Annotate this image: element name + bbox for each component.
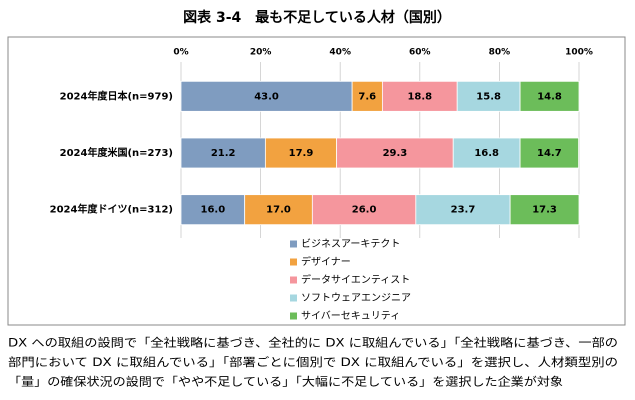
chart-title: 図表 3-4 最も不足している人材（国別） <box>183 9 451 26</box>
legend-swatch <box>290 258 297 266</box>
bar-segment <box>452 137 521 169</box>
bar-segment <box>264 137 338 169</box>
value-label: 43.0 <box>254 91 279 102</box>
x-tick-label: 0% <box>173 48 188 58</box>
value-label: 17.9 <box>289 148 314 159</box>
y-tick-label: 2024年度米国(n=273) <box>60 146 173 159</box>
bar-segment <box>519 80 580 112</box>
footnote: 「量」の確保状況の設問で「やや不足している」「大幅に不足している」を選択した企業… <box>8 375 563 389</box>
legend-swatch <box>290 276 297 284</box>
bar-segment <box>244 194 313 226</box>
value-label: 14.8 <box>537 91 562 102</box>
footnote: 部門において DX に取組んでいる」「部署ごとに個別で DX に取組んでいる」を… <box>8 355 618 369</box>
value-label: 21.2 <box>211 148 236 159</box>
legend-label: ビジネスアーキテクト <box>301 238 400 250</box>
bar-segment <box>519 137 580 169</box>
bar-segment <box>336 137 454 169</box>
bar-segment <box>351 80 383 112</box>
x-tick-label: 60% <box>409 48 431 58</box>
value-label: 14.7 <box>537 148 562 159</box>
value-label: 7.6 <box>358 91 376 102</box>
legend-label: デザイナー <box>301 255 351 268</box>
x-tick-label: 100% <box>565 48 593 58</box>
bar-segment <box>456 80 521 112</box>
value-label: 18.8 <box>407 91 432 102</box>
bar-segment <box>509 194 580 226</box>
legend-label: データサイエンティスト <box>301 273 410 286</box>
chart-frame <box>7 36 626 326</box>
value-label: 16.8 <box>474 148 499 159</box>
value-label: 17.3 <box>532 205 557 216</box>
bar-segment <box>180 80 353 112</box>
bar-segment <box>180 194 246 226</box>
legend-label: サイバーセキュリティ <box>301 310 400 322</box>
bar-segment <box>415 194 511 226</box>
y-tick-label: 2024年度ドイツ(n=312) <box>50 203 173 216</box>
value-label: 23.7 <box>451 205 476 216</box>
value-label: 16.0 <box>200 205 225 216</box>
value-label: 15.8 <box>476 91 501 102</box>
bar-segment <box>381 80 458 112</box>
x-tick-label: 80% <box>489 48 511 58</box>
footnote: DX への取組の設問で「全社戦略に基づき、全社的に DX に取組んでいる」「全社… <box>8 336 618 350</box>
legend-swatch <box>290 312 297 320</box>
bar-segment <box>311 194 417 226</box>
legend-label: ソフトウェアエンジニア <box>301 292 411 304</box>
legend-swatch <box>290 240 297 248</box>
legend-swatch <box>290 294 297 302</box>
value-label: 26.0 <box>352 205 377 216</box>
x-tick-label: 20% <box>250 48 272 58</box>
value-label: 17.0 <box>266 205 291 216</box>
value-label: 29.3 <box>383 148 408 159</box>
x-tick-label: 40% <box>329 48 351 58</box>
y-tick-label: 2024年度日本(n=979) <box>60 89 173 102</box>
